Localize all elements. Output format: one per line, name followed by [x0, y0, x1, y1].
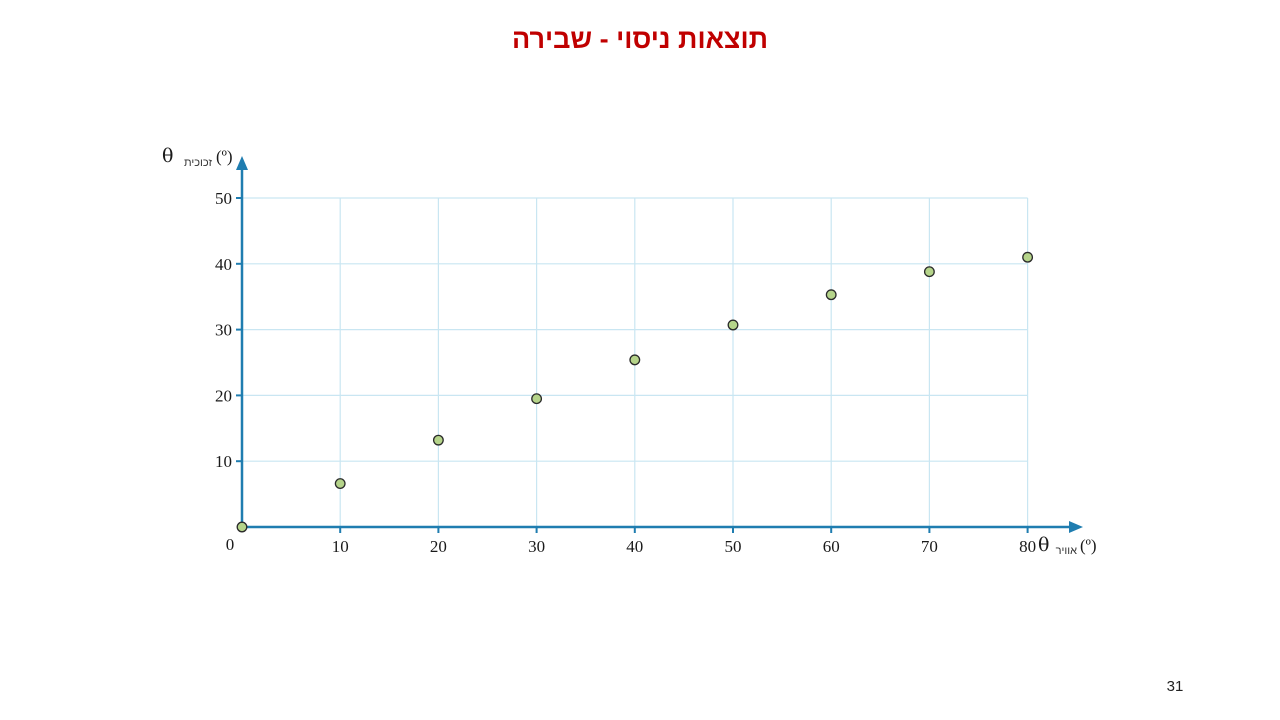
data-point-4: [629, 354, 641, 366]
x-axis-label-subscript: אוויר: [1056, 545, 1077, 557]
data-point-6: [825, 289, 837, 301]
x-axis-label-symbol: θ: [1038, 534, 1049, 556]
chart-axes: [236, 156, 1083, 533]
y-tick-label-30: 30: [215, 321, 232, 340]
page-number: 31: [1166, 678, 1184, 695]
data-point-3: [531, 393, 543, 405]
data-point-2: [432, 434, 444, 446]
chart-points: [236, 251, 1034, 533]
x-tick-label-10: 10: [332, 537, 349, 556]
origin-label: 0: [226, 535, 235, 554]
x-axis-label-unit: (º): [1080, 536, 1097, 555]
x-axis-label: θ אוויר (º): [1038, 534, 1097, 557]
data-point-0: [236, 521, 248, 533]
data-point-8: [1022, 251, 1034, 263]
y-tick-label-50: 50: [215, 189, 232, 208]
x-axis-arrow: [1069, 521, 1083, 533]
x-tick-label-20: 20: [430, 537, 447, 556]
y-axis-label-unit: (º): [216, 147, 233, 166]
x-tick-label-80: 80: [1019, 537, 1036, 556]
x-tick-label-40: 40: [626, 537, 643, 556]
x-tick-label-70: 70: [921, 537, 938, 556]
y-axis-label-subscript: זכוכית: [184, 157, 212, 169]
chart-tick-labels: 10 20 30 40 50 10 20 30 40 50 60 70 80: [215, 189, 1036, 556]
data-point-5: [727, 319, 739, 331]
x-tick-label-60: 60: [823, 537, 840, 556]
y-tick-label-20: 20: [215, 386, 232, 405]
y-tick-label-10: 10: [215, 452, 232, 471]
y-axis-label-symbol: θ: [162, 145, 173, 167]
slide-title: תוצאות ניסוי - שבירה: [512, 24, 768, 54]
x-tick-label-50: 50: [725, 537, 742, 556]
y-axis-arrow: [236, 156, 248, 170]
y-axis-label: θ זכוכית (º): [162, 145, 233, 169]
x-tick-label-30: 30: [528, 537, 545, 556]
y-tick-label-40: 40: [215, 255, 232, 274]
data-point-1: [334, 478, 346, 490]
data-point-7: [923, 266, 935, 278]
